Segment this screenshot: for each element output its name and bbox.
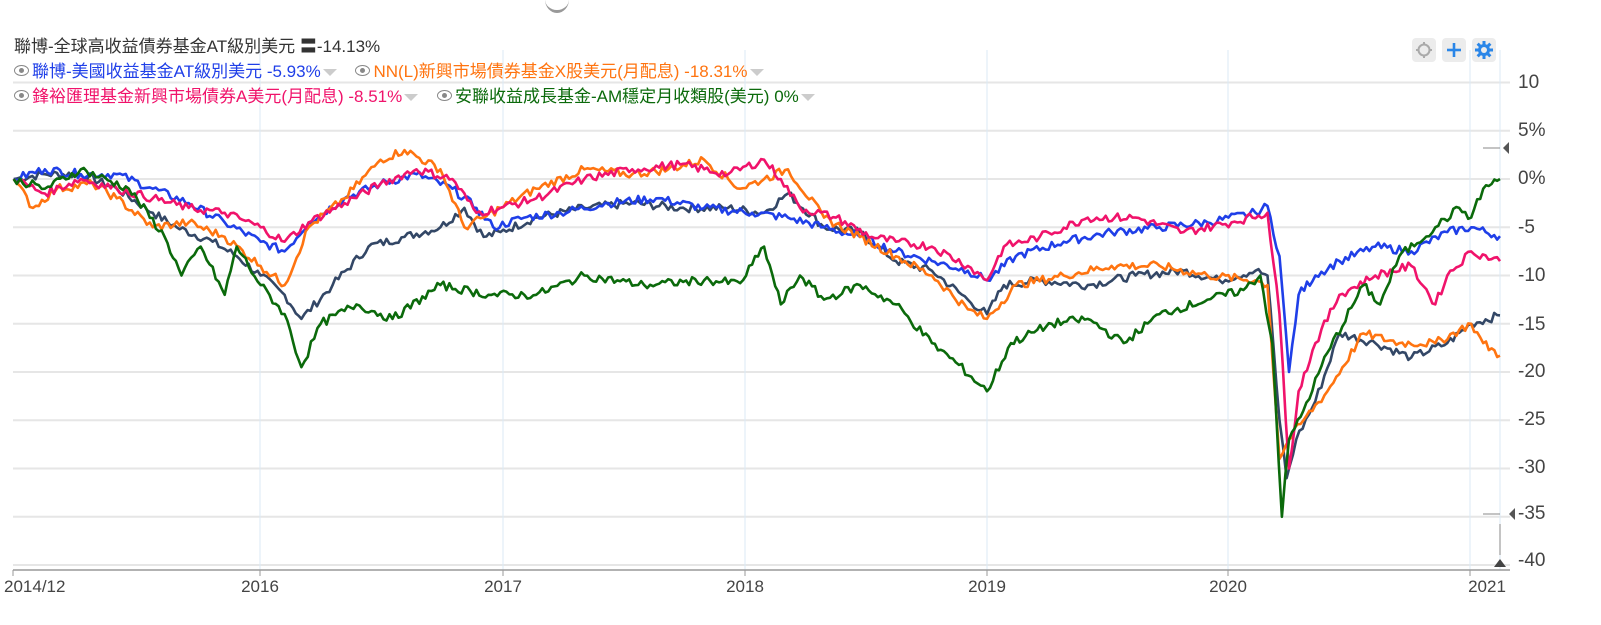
y-tick-label: -10	[1518, 265, 1546, 286]
x-tick-label: 2017	[484, 577, 522, 596]
x-tick-label: 2019	[968, 577, 1006, 596]
eye-icon[interactable]	[355, 65, 371, 77]
crosshair-icon	[1416, 42, 1432, 58]
legend-item-us-income[interactable]: 聯博-美國收益基金AT級別美元 -5.93%	[14, 59, 337, 84]
chevron-down-icon[interactable]	[749, 69, 764, 77]
series-line[interactable]	[12, 148, 1501, 461]
x-tick-label: 2018	[726, 577, 764, 596]
legend-label: NN(L)新興市場債券基金X股美元(月配息) -18.31%	[373, 62, 748, 81]
scroll-knob[interactable]	[545, 0, 569, 13]
y-tick-label: 0%	[1518, 168, 1546, 189]
y-tick-label: -5	[1518, 217, 1535, 238]
y-tick-label: 5%	[1518, 120, 1546, 141]
series-line[interactable]	[12, 166, 1501, 519]
x-tick-label: 2021	[1468, 577, 1506, 596]
legend-label: 聯博-美國收益基金AT級別美元 -5.93%	[32, 62, 321, 81]
crosshair-button[interactable]	[1412, 38, 1436, 62]
y-tick-label: -30	[1518, 457, 1546, 478]
series-line[interactable]	[13, 166, 1501, 374]
chevron-down-icon[interactable]	[800, 94, 815, 102]
legend-row-2: 鋒裕匯理基金新興市場債券A美元(月配息) -8.51% 安聯收益成長基金-AM穩…	[14, 84, 829, 109]
eye-icon[interactable]	[14, 90, 29, 102]
eye-icon[interactable]	[436, 90, 452, 102]
x-tick-label: 2014/12	[4, 577, 66, 596]
y-tick-label: -35	[1518, 503, 1546, 524]
legend-item-allianz-income-growth[interactable]: 安聯收益成長基金-AM穩定月收類股(美元) 0%	[436, 84, 815, 109]
settings-button[interactable]	[1472, 38, 1496, 62]
legend-row-1: 聯博-美國收益基金AT級別美元 -5.93% NN(L)新興市場債券基金X股美元…	[14, 59, 829, 84]
y-tick-label: -20	[1518, 361, 1546, 382]
chart-toolbar	[1412, 38, 1496, 62]
x-tick-label: 2020	[1209, 577, 1247, 596]
y-tick-label: -40	[1518, 550, 1546, 571]
series-line[interactable]	[13, 170, 1501, 480]
gear-icon	[1475, 41, 1493, 59]
chart-legend: 聯博-全球高收益債券基金AT級別美元 〓-14.13% 聯博-美國收益基金AT級…	[14, 34, 829, 109]
chevron-down-icon[interactable]	[404, 94, 419, 102]
y-tick-label: -25	[1518, 409, 1546, 430]
legend-title: 聯博-全球高收益債券基金AT級別美元 〓-14.13%	[14, 37, 381, 56]
plus-icon	[1447, 43, 1461, 57]
add-button[interactable]	[1442, 38, 1466, 62]
legend-item-nn-em-bond[interactable]: NN(L)新興市場債券基金X股美元(月配息) -18.31%	[355, 59, 764, 84]
eye-icon[interactable]	[14, 65, 29, 77]
x-tick-label: 2016	[241, 577, 279, 596]
legend-label: 安聯收益成長基金-AM穩定月收類股(美元) 0%	[454, 87, 799, 106]
series-line[interactable]	[12, 157, 1502, 470]
legend-label: 鋒裕匯理基金新興市場債券A美元(月配息) -8.51%	[32, 87, 403, 106]
legend-item-pioneer-em-bond[interactable]: 鋒裕匯理基金新興市場債券A美元(月配息) -8.51%	[14, 84, 419, 109]
y-tick-label: 10	[1518, 72, 1540, 93]
chevron-down-icon[interactable]	[322, 69, 337, 77]
y-tick-label: -15	[1518, 314, 1546, 335]
